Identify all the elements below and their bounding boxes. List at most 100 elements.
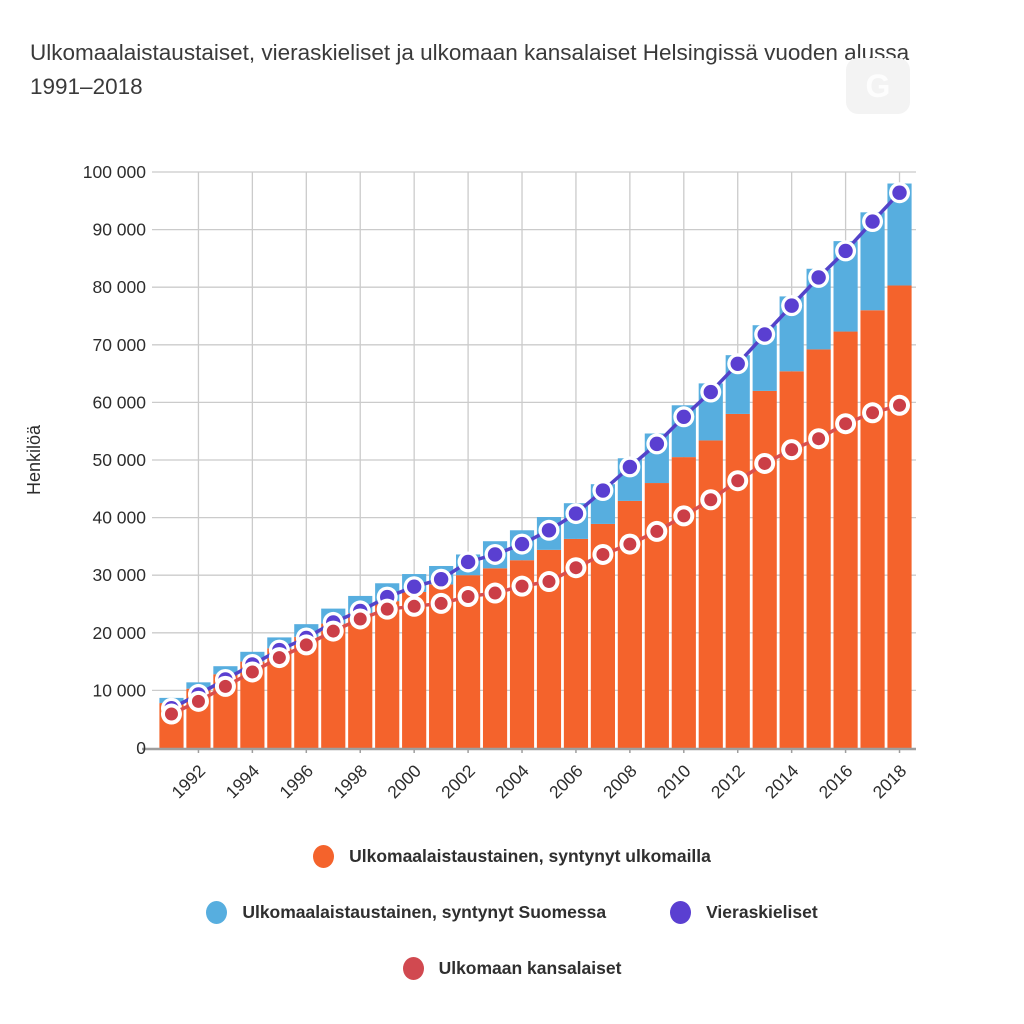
y-tick-50000: 50 000	[92, 450, 146, 470]
y-tick-30000: 30 000	[92, 565, 146, 585]
ulkomaan-kansalaiset-point-2009	[650, 524, 664, 538]
x-axis-line	[142, 747, 916, 753]
legend-dot-red-icon	[402, 957, 424, 980]
series-ulkomaan-kansalaiset	[160, 394, 911, 725]
x-tick-1996: 1996	[275, 761, 317, 803]
ulkomaan-kansalaiset-line	[170, 403, 900, 716]
vieraskieliset-point-2001	[433, 572, 449, 587]
bar-2013-born-abroad	[752, 390, 777, 748]
ulkomaan-kansalaiset-point-1999	[380, 602, 394, 616]
bar-2014-born-abroad	[779, 371, 804, 748]
vieraskieliset-point-2008	[622, 459, 638, 475]
vieraskieliset-line	[170, 191, 901, 710]
x-tick-1998: 1998	[329, 761, 371, 803]
bar-1998-born-abroad	[348, 613, 373, 748]
watermark-badge: G	[846, 58, 910, 114]
bar-2012-born-abroad	[725, 413, 750, 748]
ulkomaan-kansalaiset-point-1993	[218, 679, 232, 693]
vieraskieliset-point-2015	[811, 270, 826, 285]
ulkomaan-kansalaiset-point-2002	[461, 590, 475, 604]
x-tick-2012: 2012	[707, 761, 749, 803]
vieraskieliset-point-2013	[757, 327, 772, 342]
vieraskieliset-point-2014	[784, 298, 799, 313]
ulkomaan-kansalaiset-point-2008	[623, 537, 637, 551]
x-tick-2006: 2006	[545, 761, 587, 803]
x-tick-2014: 2014	[761, 761, 803, 803]
legend-label-born-in-finland: Ulkomaalaistaustainen, syntynyt Suomessa	[242, 902, 607, 922]
vieraskieliset-point-2003	[487, 547, 503, 562]
y-axis-title: Henkilöä	[24, 424, 44, 495]
ulkomaan-kansalaiset-point-2016	[839, 417, 853, 431]
vieraskieliset-point-2000	[406, 579, 422, 594]
ulkomaan-kansalaiset-point-2000	[407, 599, 421, 613]
y-tick-0: 0	[136, 738, 146, 758]
chart-title: Ulkomaalaistaustaiset, vieraskieliset ja…	[30, 40, 910, 99]
y-tick-40000: 40 000	[92, 508, 146, 528]
vieraskieliset-point-2006	[568, 506, 584, 521]
legend-item-foreign-language: Vieraskieliset	[670, 901, 818, 924]
ulkomaan-kansalaiset-point-2007	[596, 547, 610, 561]
ulkomaan-kansalaiset-point-2005	[542, 575, 556, 589]
vieraskieliset-point-2005	[541, 523, 557, 538]
vieraskieliset-point-2018	[892, 185, 907, 200]
x-tick-2004: 2004	[491, 761, 533, 803]
ulkomaan-kansalaiset-point-2018	[893, 398, 907, 412]
x-tick-2018: 2018	[869, 761, 911, 803]
watermark-glyph: G	[865, 67, 891, 104]
y-tick-60000: 60 000	[92, 392, 146, 412]
legend-dot-blue-icon	[206, 901, 228, 924]
bar-1997-born-abroad	[321, 623, 346, 748]
legend-label-foreign-citizens: Ulkomaan kansalaiset	[438, 958, 622, 978]
y-tick-100000: 100 000	[83, 162, 147, 182]
ulkomaan-kansalaiset-point-2017	[866, 406, 880, 420]
vieraskieliset-point-2010	[676, 409, 692, 424]
ulkomaan-kansalaiset-point-2012	[731, 474, 745, 488]
y-tick-70000: 70 000	[92, 335, 146, 355]
ulkomaan-kansalaiset-point-1996	[299, 638, 313, 652]
ulkomaan-kansalaiset-point-2001	[434, 596, 448, 610]
bar-2000-born-abroad	[402, 591, 427, 748]
ulkomaan-kansalaiset-point-2014	[785, 443, 799, 457]
y-tick-10000: 10 000	[92, 680, 146, 700]
x-tick-1994: 1994	[222, 761, 264, 803]
legend-label-foreign-language: Vieraskieliset	[706, 902, 818, 922]
x-tick-2000: 2000	[383, 761, 425, 803]
ulkomaan-kansalaiset-point-1997	[326, 624, 340, 638]
x-tick-2002: 2002	[437, 761, 479, 803]
ulkomaan-kansalaiset-point-1994	[245, 665, 259, 679]
legend-row-3: Ulkomaan kansalaiset	[0, 957, 1024, 980]
legend-item-foreign-citizens: Ulkomaan kansalaiset	[402, 957, 622, 980]
ulkomaan-kansalaiset-point-2013	[758, 456, 772, 470]
legend-dot-orange-icon	[313, 845, 335, 868]
ulkomaan-kansalaiset-point-1998	[353, 612, 367, 626]
y-tick-90000: 90 000	[92, 220, 146, 240]
vieraskieliset-point-2004	[514, 536, 530, 552]
x-tick-2008: 2008	[599, 761, 641, 803]
x-tick-2016: 2016	[815, 761, 857, 803]
ulkomaan-kansalaiset-point-1995	[272, 651, 286, 665]
bar-2016-born-abroad	[833, 331, 858, 748]
ulkomaan-kansalaiset-point-2003	[488, 586, 502, 600]
chart-svg: 0 10 000 20 000 30 000 40 000 50 000 60 000 70 …	[24, 162, 916, 803]
vieraskieliset-point-2012	[730, 356, 745, 372]
bar-2010-born-abroad	[671, 457, 696, 748]
ulkomaan-kansalaiset-point-2004	[515, 579, 529, 593]
vieraskieliset-point-2007	[595, 483, 611, 498]
bar-1999-born-abroad	[375, 601, 400, 748]
legend-item-born-in-finland: Ulkomaalaistaustainen, syntynyt Suomessa	[206, 901, 606, 924]
vieraskieliset-point-2016	[838, 243, 853, 259]
bar-2011-born-abroad	[698, 440, 723, 748]
bar-2018-born-abroad	[887, 285, 912, 748]
ulkomaan-kansalaiset-point-2015	[812, 432, 826, 446]
x-tick-2010: 2010	[653, 761, 695, 803]
legend-dot-purple-icon	[670, 901, 692, 924]
y-tick-80000: 80 000	[92, 277, 146, 297]
vieraskieliset-point-2002	[460, 554, 476, 570]
bar-2015-born-abroad	[806, 349, 831, 748]
ulkomaan-kansalaiset-point-2011	[704, 493, 718, 507]
legend-label-born-abroad: Ulkomaalaistaustainen, syntynyt ulkomail…	[349, 846, 711, 866]
bar-2017-born-abroad	[860, 310, 885, 748]
vieraskieliset-point-2017	[865, 214, 880, 229]
ulkomaan-kansalaiset-point-2010	[677, 509, 691, 523]
